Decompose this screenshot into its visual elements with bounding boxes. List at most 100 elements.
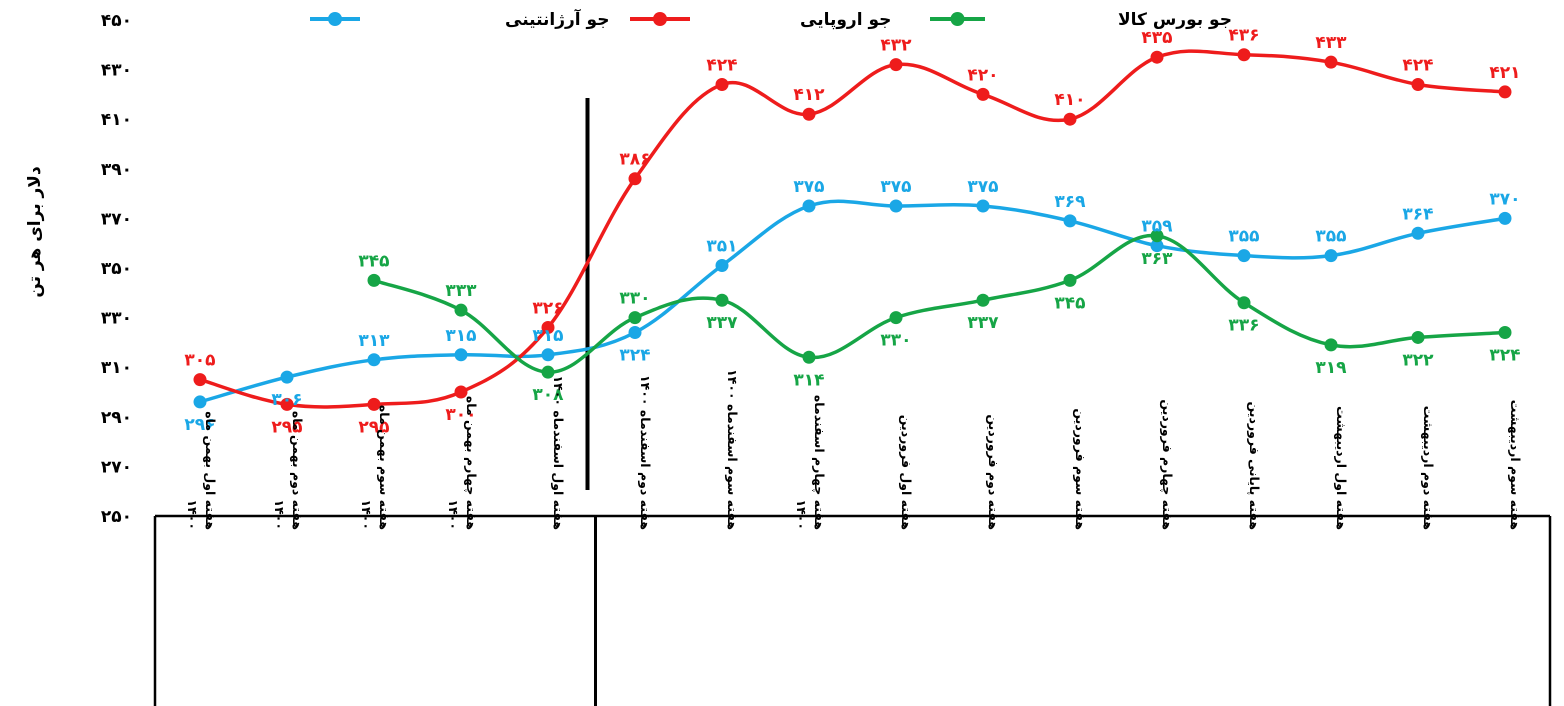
y-tick-label: ۲۷۰ <box>101 457 132 477</box>
data-point <box>454 348 468 362</box>
y-tick-label: ۴۱۰ <box>101 110 132 130</box>
data-point <box>628 325 642 339</box>
data-point <box>454 303 468 317</box>
data-point <box>367 353 381 367</box>
x-category-label: هفته دوم فروردین <box>985 414 1001 530</box>
data-label: ۳۰۵ <box>184 351 215 371</box>
data-point <box>715 77 729 91</box>
data-point <box>802 199 816 213</box>
data-label: ۳۳۰ <box>619 289 650 309</box>
y-axis-label-group: دلار برای هر تن <box>25 166 45 298</box>
legend-swatch-marker <box>653 12 667 26</box>
data-point <box>802 350 816 364</box>
data-label: ۳۳۰ <box>880 331 911 351</box>
data-point <box>628 172 642 186</box>
data-point <box>193 395 207 409</box>
data-point <box>367 273 381 287</box>
data-label: ۳۲۴ <box>619 345 650 365</box>
data-label: ۳۷۵ <box>880 177 911 197</box>
data-point <box>1237 48 1251 62</box>
data-point <box>280 370 294 384</box>
data-label: ۳۶۹ <box>1054 192 1086 212</box>
data-label: ۳۰۰ <box>445 405 476 425</box>
x-category-label: هفته اول فروردین <box>899 415 914 530</box>
chart-frame <box>153 98 1552 706</box>
series-line-1 <box>199 49 1506 409</box>
legend-swatch-marker <box>950 12 965 26</box>
data-point <box>1237 249 1251 263</box>
y-tick-label: ۲۵۰ <box>101 507 132 527</box>
data-label: ۳۵۱ <box>706 237 737 257</box>
data-point <box>976 293 990 307</box>
x-category-label: هفته اول بهمن ماه۱۴۰۰ <box>185 411 218 530</box>
legend: جو آرژانتینی جو اروپایی جو بورس کالا <box>310 8 1232 30</box>
data-point <box>628 311 642 325</box>
x-axis-categories: هفته اول بهمن ماه۱۴۰۰ هفته دوم بهمن ماه۱۴… <box>185 369 1523 530</box>
x-category-label: هفته اول اردیبهشت <box>1334 406 1349 530</box>
data-point <box>1063 112 1077 126</box>
data-label: ۳۵۹ <box>1141 217 1173 237</box>
data-label: ۳۷۰ <box>1489 189 1520 209</box>
y-tick-label: ۴۵۰ <box>101 11 132 31</box>
x-category-label: هفته چهارم اسفندماه۱۴۰۰ <box>794 395 827 530</box>
data-point <box>1411 226 1425 240</box>
data-label: ۳۴۵ <box>1054 293 1085 313</box>
data-label: ۳۴۵ <box>358 251 389 271</box>
data-label: ۳۱۳ <box>358 331 390 351</box>
data-label: ۳۸۶ <box>619 150 650 170</box>
x-category-label: هفته پایانی فروردین <box>1247 402 1262 530</box>
y-tick-label: ۳۷۰ <box>101 209 132 229</box>
data-point <box>889 58 903 72</box>
data-label: ۴۳۵ <box>1141 28 1172 48</box>
data-point <box>1324 338 1338 352</box>
y-tick-label: ۴۳۰ <box>101 61 132 81</box>
data-point <box>1324 249 1338 263</box>
data-point <box>1150 239 1164 253</box>
y-tick-label: ۳۳۰ <box>101 309 132 329</box>
data-point <box>715 259 729 273</box>
data-label: ۳۳۶ <box>1228 316 1259 336</box>
data-label: ۳۵۵ <box>1228 227 1259 247</box>
data-label: ۳۱۵ <box>532 326 563 346</box>
data-point <box>541 348 555 362</box>
data-point <box>889 199 903 213</box>
data-label: ۲۹۶ <box>184 415 215 435</box>
x-category-label: هفته دوم اسفندماه ۱۴۰۰ <box>637 375 653 530</box>
data-label: ۳۲۶ <box>532 299 563 319</box>
data-label: ۳۳۷ <box>706 313 738 333</box>
legend-label: جو آرژانتینی <box>505 8 609 30</box>
data-point <box>280 397 294 411</box>
data-point <box>193 373 207 387</box>
data-point <box>802 107 816 121</box>
x-category-label: هفته اول اسفندماه ۱۴۰۰ <box>551 375 566 530</box>
x-category-label: هفته چهارم بهمن ماه۱۴۰۰ <box>446 396 479 530</box>
data-label: ۳۳۷ <box>967 313 999 333</box>
legend-label: جو اروپایی <box>800 10 891 30</box>
y-axis-label: دلار برای هر تن <box>25 166 45 298</box>
data-point <box>1411 330 1425 344</box>
data-label: ۴۱۰ <box>1054 90 1085 110</box>
data-point <box>1498 85 1512 99</box>
data-label: ۴۳۶ <box>1228 26 1259 46</box>
data-label: ۴۱۲ <box>793 85 825 105</box>
data-point <box>976 87 990 101</box>
data-point <box>541 365 555 379</box>
legend-swatch-marker <box>328 12 342 26</box>
y-tick-label: ۳۹۰ <box>101 160 132 180</box>
x-category-label: هفته دوم بهمن ماه۱۴۰۰ <box>272 411 305 530</box>
data-point <box>976 199 990 213</box>
data-label: ۳۱۹ <box>1315 358 1347 378</box>
data-label: ۴۲۱ <box>1489 63 1520 83</box>
data-point <box>1498 211 1512 225</box>
y-tick-label: ۳۱۰ <box>101 358 132 378</box>
series-line-2 <box>373 233 1506 374</box>
data-label: ۳۶۳ <box>1141 249 1173 269</box>
data-label: ۴۳۲ <box>880 36 912 56</box>
series-line-0 <box>199 199 1506 404</box>
data-label: ۳۰۸ <box>532 385 564 405</box>
data-labels: ۲۹۶ ۳۰۶ ۳۱۳ ۳۱۵ ۳۱۵ ۳۲۴ ۳۵۱ ۳۷۵ ۳۷۵ ۳۷۵ ۳۶۹ ۳۵۹ ۳۵۵ ۳… <box>184 26 1520 438</box>
data-label: ۳۷۵ <box>793 177 824 197</box>
data-label: ۳۳۳ <box>445 281 477 301</box>
data-label: ۲۹۵ <box>271 417 302 437</box>
